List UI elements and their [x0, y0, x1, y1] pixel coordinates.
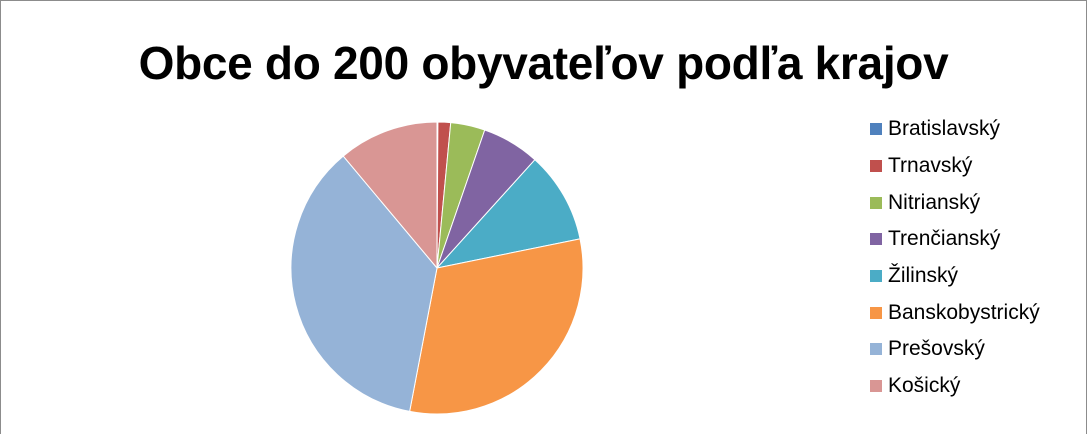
- legend-label: Žilinský: [888, 264, 959, 288]
- legend-label: Košický: [888, 374, 961, 398]
- pie-slice-banskobystrický: [409, 238, 584, 415]
- pie-slices: [290, 121, 584, 415]
- legend-swatch: [870, 306, 882, 319]
- pie-slice-prešovský: [290, 155, 438, 412]
- legend-label: Bratislavský: [888, 117, 1001, 141]
- pie-slice-žilinský: [435, 159, 581, 269]
- legend-label: Nitrianský: [888, 190, 981, 214]
- legend-item: Prešovský: [870, 331, 1040, 368]
- legend-label: Prešovský: [888, 337, 985, 361]
- legend-item: Trnavský: [870, 148, 1040, 185]
- legend-item: Košický: [870, 368, 1040, 405]
- legend-swatch: [870, 270, 882, 283]
- legend-item: Žilinský: [870, 258, 1040, 295]
- legend-swatch: [870, 380, 882, 393]
- legend-swatch: [870, 233, 882, 246]
- legend-item: Bratislavský: [870, 111, 1040, 148]
- legend: Bratislavský Trnavský Nitrianský Trenčiansk…: [870, 111, 1040, 405]
- legend-item: Trenčianský: [870, 221, 1040, 258]
- legend-label: Trnavský: [888, 154, 973, 178]
- legend-item: Nitrianský: [870, 184, 1040, 221]
- legend-swatch: [870, 160, 882, 173]
- legend-swatch: [870, 343, 882, 356]
- legend-swatch: [870, 196, 882, 209]
- legend-label: Trenčianský: [888, 227, 1001, 251]
- chart-title: Obce do 200 obyvateľov podľa krajov: [138, 37, 949, 89]
- legend-label: Banskobystrický: [888, 300, 1040, 324]
- legend-swatch: [870, 123, 882, 136]
- legend-item: Banskobystrický: [870, 294, 1040, 331]
- pie-slice-košický: [342, 121, 438, 270]
